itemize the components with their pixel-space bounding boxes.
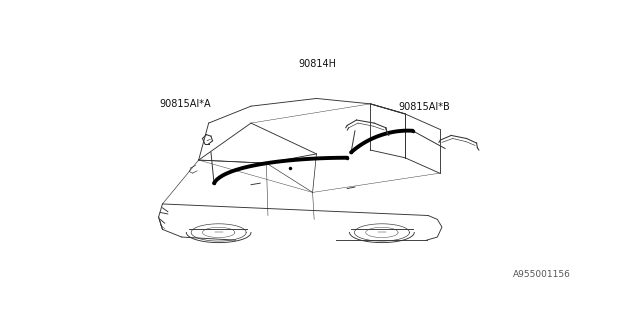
Text: 90815AI*B: 90815AI*B — [398, 102, 450, 112]
Text: 90815AI*A: 90815AI*A — [159, 99, 211, 109]
Text: 90814H: 90814H — [298, 59, 336, 69]
Text: A955001156: A955001156 — [513, 270, 570, 279]
